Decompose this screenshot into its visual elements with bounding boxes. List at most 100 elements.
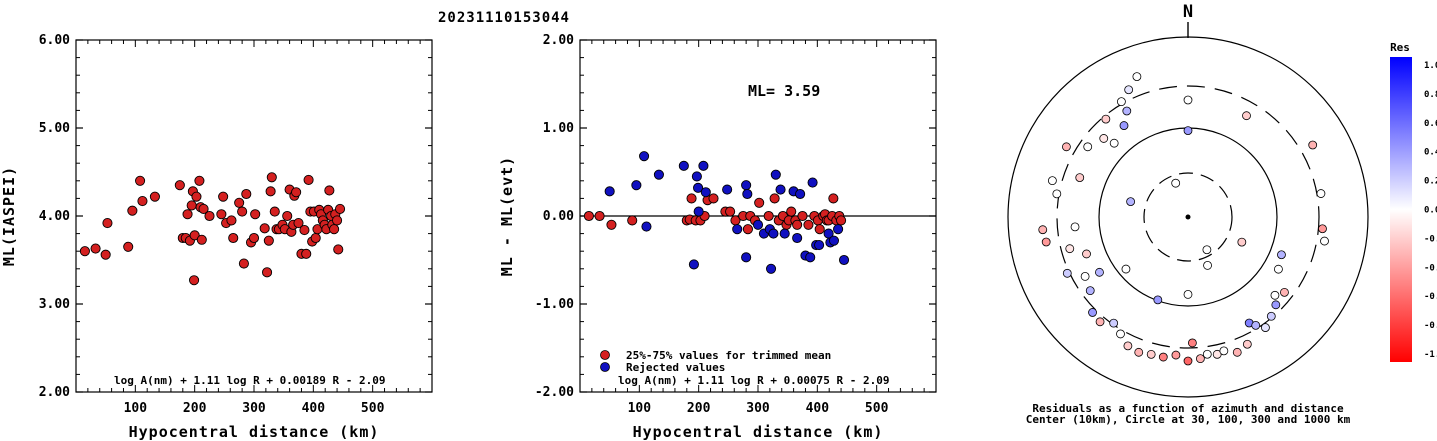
middle-point-rejected bbox=[792, 232, 803, 244]
middle-point-trimmed bbox=[803, 219, 814, 230]
polar-data-point bbox=[1062, 142, 1071, 152]
polar-data-point bbox=[1242, 111, 1251, 121]
ring-300km bbox=[1056, 85, 1320, 349]
polar-data-point bbox=[1261, 323, 1270, 332]
left-data-point bbox=[216, 209, 227, 220]
left-ytick-label: 3.00 bbox=[39, 297, 70, 312]
ring-1000km bbox=[1007, 36, 1369, 398]
middle-point-trimmed bbox=[769, 193, 780, 204]
polar-data-point bbox=[1153, 295, 1163, 305]
middle-point-rejected bbox=[741, 252, 752, 263]
polar-data-point bbox=[1088, 308, 1097, 317]
polar-data-point bbox=[1195, 354, 1205, 364]
legend-label-rejected: Rejected values bbox=[626, 361, 725, 374]
polar-data-point bbox=[1132, 72, 1142, 82]
left-data-point bbox=[250, 209, 261, 220]
left-y-ticks: 2.00 3.00 4.00 5.00 6.00 bbox=[39, 33, 432, 400]
polar-chart: N Residuals as a function of azimuth and… bbox=[1007, 2, 1369, 426]
middle-point-trimmed bbox=[797, 210, 808, 222]
middle-point-rejected bbox=[779, 228, 790, 239]
middle-point-rejected bbox=[838, 254, 850, 266]
middle-point-rejected bbox=[693, 182, 704, 193]
colorbar-labels: 1.0 0.8 0.6 0.4 0.2 0.0 -0.2 -0.4 -0.6 -0.8 -1.0 bbox=[1424, 61, 1437, 360]
left-data-point bbox=[266, 172, 277, 183]
polar-data-point bbox=[1146, 349, 1156, 359]
polar-caption-line2: Center (10km), Circle at 30, 100, 300 an… bbox=[1026, 413, 1351, 426]
left-data-point bbox=[332, 215, 343, 226]
colorbar-tick-label: -0.8 bbox=[1424, 321, 1437, 331]
middle-point-rejected bbox=[691, 171, 702, 182]
left-data-point bbox=[241, 188, 252, 200]
middle-y-ticks: -2.00 -1.00 0.00 1.00 2.00 bbox=[535, 33, 936, 400]
left-data-point bbox=[100, 249, 111, 260]
middle-x-ticks: 100 200 300 400 500 bbox=[591, 40, 925, 416]
polar-data-point bbox=[1202, 245, 1212, 255]
middle-point-rejected bbox=[688, 259, 699, 270]
colorbar-tick-label: -0.4 bbox=[1424, 263, 1437, 273]
left-data-point bbox=[196, 234, 207, 245]
middle-ylabel: ML - ML(evt) bbox=[498, 156, 516, 276]
middle-point-rejected bbox=[752, 219, 764, 230]
polar-data-point bbox=[1318, 224, 1327, 234]
middle-ytick-label: 2.00 bbox=[543, 33, 574, 48]
middle-point-rejected bbox=[833, 224, 844, 235]
left-data-point bbox=[237, 206, 248, 217]
middle-point-trimmed bbox=[606, 219, 617, 230]
left-data-point bbox=[303, 174, 314, 185]
middle-point-rejected bbox=[775, 184, 786, 195]
colorbar-tick-label: 0.0 bbox=[1424, 206, 1437, 216]
middle-point-trimmed bbox=[627, 215, 638, 226]
left-data-point bbox=[248, 232, 260, 244]
left-formula: log A(nm) + 1.11 log R + 0.00189 R - 2.0… bbox=[114, 374, 386, 387]
colorbar-tick-label: 0.2 bbox=[1424, 177, 1437, 187]
left-ytick-label: 2.00 bbox=[39, 385, 70, 400]
colorbar-tick-label: -0.2 bbox=[1424, 234, 1437, 244]
left-data-point bbox=[263, 235, 274, 246]
left-xtick-label: 500 bbox=[361, 401, 385, 416]
figure-title: 20231110153044 bbox=[438, 10, 570, 26]
middle-point-rejected bbox=[742, 188, 753, 200]
middle-point-trimmed bbox=[754, 197, 765, 208]
polar-data-point bbox=[1171, 178, 1181, 188]
left-ytick-label: 4.00 bbox=[39, 209, 70, 224]
middle-xtick-label: 300 bbox=[746, 401, 770, 416]
middle-point-trimmed bbox=[763, 210, 774, 222]
middle-ytick-label: 0.00 bbox=[543, 209, 574, 224]
left-data-point bbox=[238, 258, 249, 269]
left-data-point bbox=[234, 197, 245, 208]
polar-data-point bbox=[1183, 95, 1193, 105]
middle-point-trimmed bbox=[725, 206, 736, 217]
left-data-point bbox=[262, 267, 273, 278]
middle-xtick-label: 500 bbox=[865, 401, 889, 416]
polar-data-point bbox=[1280, 287, 1289, 297]
polar-data-point bbox=[1134, 347, 1144, 357]
middle-point-rejected bbox=[766, 263, 777, 274]
colorbar-gradient bbox=[1390, 57, 1412, 362]
left-data-point bbox=[102, 217, 113, 229]
ml-annotation: ML= 3.59 bbox=[748, 82, 820, 100]
middle-point-rejected bbox=[741, 180, 752, 191]
polar-data-point bbox=[1202, 349, 1212, 359]
polar-data-point bbox=[1095, 267, 1104, 277]
polar-data-point bbox=[1274, 264, 1283, 274]
middle-point-trimmed bbox=[792, 219, 803, 230]
left-ylabel: ML(IASPEI) bbox=[0, 166, 18, 266]
colorbar-tick-label: 0.4 bbox=[1424, 148, 1437, 158]
polar-data-point bbox=[1124, 85, 1134, 95]
middle-point-trimmed bbox=[828, 193, 839, 204]
left-data-point bbox=[293, 217, 304, 229]
middle-point-rejected bbox=[770, 169, 781, 180]
polar-data-point bbox=[1101, 114, 1111, 124]
polar-data-point bbox=[1308, 140, 1318, 150]
polar-data-point bbox=[1187, 338, 1197, 348]
polar-data-point bbox=[1126, 197, 1136, 207]
left-data-point bbox=[310, 232, 321, 244]
legend-label-trimmed: 25%-75% values for trimmed mean bbox=[626, 349, 831, 362]
polar-data-point bbox=[1270, 290, 1280, 300]
middle-point-rejected bbox=[678, 160, 689, 171]
legend-marker-rejected bbox=[600, 362, 610, 372]
left-data-point bbox=[333, 244, 344, 255]
left-x-ticks: 100 200 300 400 500 bbox=[87, 40, 421, 416]
polar-data-point bbox=[1075, 173, 1085, 182]
